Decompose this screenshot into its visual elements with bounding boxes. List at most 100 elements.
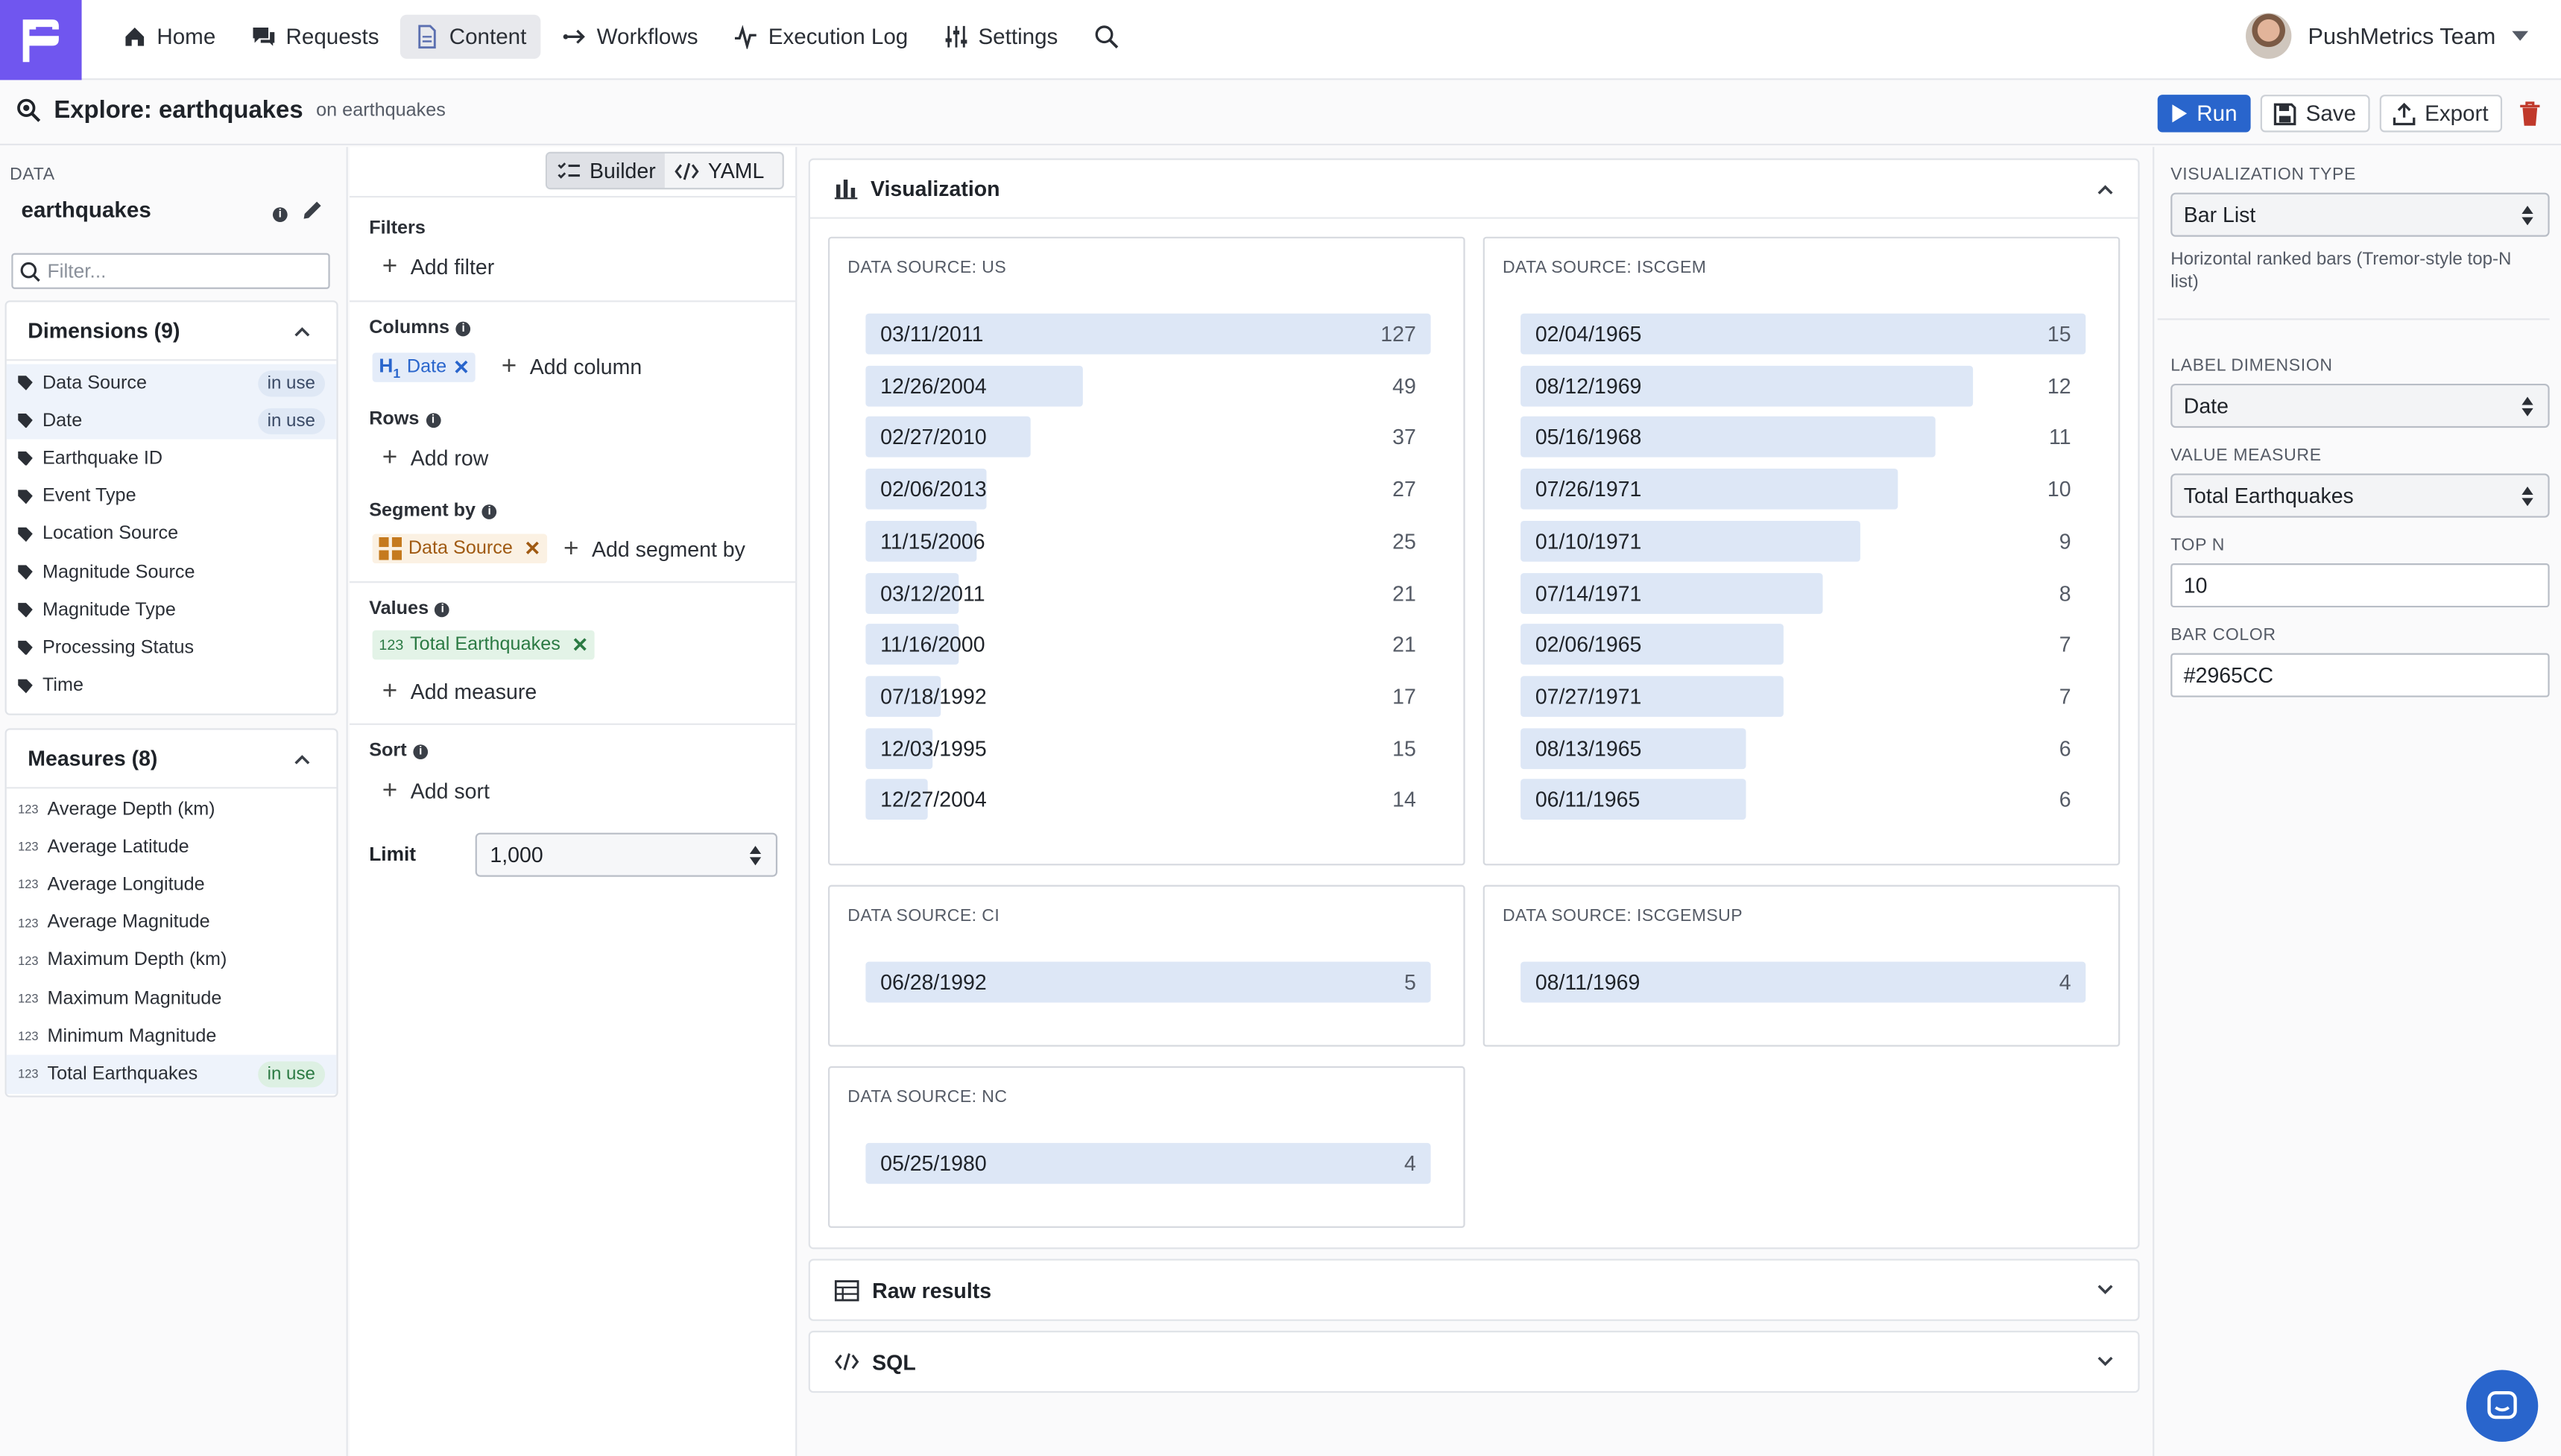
bar-row[interactable]: 06/11/1965 6: [1521, 779, 2085, 820]
bar-row[interactable]: 03/12/2011 21: [865, 572, 1430, 613]
bar-row[interactable]: 11/15/2006 25: [865, 520, 1430, 562]
add-row-button[interactable]: + Add row: [382, 445, 489, 471]
bar-row[interactable]: 11/16/2000 21: [865, 624, 1430, 665]
bar-label: 08/13/1965: [1535, 735, 1642, 761]
info-icon[interactable]: i: [455, 320, 471, 336]
add-filter-button[interactable]: + Add filter: [382, 254, 494, 280]
dimension-item[interactable]: Location Source: [7, 516, 337, 554]
close-icon[interactable]: ✕: [524, 536, 541, 560]
bar-row[interactable]: 08/13/1965 6: [1521, 727, 2085, 769]
viz-type-select[interactable]: Bar List: [2170, 192, 2550, 237]
measure-item[interactable]: 123 Average Longitude: [7, 866, 337, 904]
bar-row[interactable]: 08/12/1969 12: [1521, 365, 2085, 406]
segment-title-text: Segment by: [369, 501, 476, 522]
save-button[interactable]: Save: [2260, 95, 2369, 133]
bar-row[interactable]: 06/28/1992 5: [865, 961, 1431, 1003]
bar-row[interactable]: 05/25/1980 4: [865, 1142, 1431, 1184]
export-button[interactable]: Export: [2378, 95, 2502, 133]
info-icon[interactable]: i: [435, 601, 450, 617]
nav-requests[interactable]: Requests: [237, 15, 394, 59]
bar-color-input[interactable]: #2965CC: [2170, 653, 2550, 697]
measure-item[interactable]: 123 Average Magnitude: [7, 904, 337, 942]
nav-search[interactable]: [1079, 15, 1133, 59]
measure-item[interactable]: 123 Total Earthquakes in use: [6, 1055, 337, 1094]
add-sort-label: Add sort: [410, 779, 490, 804]
columns-title-text: Columns: [369, 318, 450, 338]
bar-row[interactable]: 05/16/1968 11: [1521, 417, 2085, 458]
dimension-item[interactable]: Earthquake ID: [7, 440, 337, 478]
info-icon[interactable]: i: [272, 207, 288, 223]
value-measure-value: Total Earthquakes: [2183, 483, 2354, 508]
sql-section[interactable]: SQL: [808, 1330, 2140, 1393]
nav-home[interactable]: Home: [108, 15, 230, 59]
bar-row[interactable]: 03/11/2011 127: [865, 313, 1431, 355]
dimension-item[interactable]: Magnitude Source: [7, 554, 337, 592]
chevron-up-icon[interactable]: [294, 753, 310, 764]
pencil-icon[interactable]: [302, 199, 323, 220]
field-filter-input[interactable]: Filter...: [11, 253, 330, 289]
visualization-header[interactable]: Visualization: [809, 160, 2138, 219]
raw-results-section[interactable]: Raw results: [808, 1259, 2140, 1321]
bar-row[interactable]: 12/26/2004 49: [865, 365, 1430, 406]
dimension-item[interactable]: Time: [7, 667, 337, 705]
top-n-input[interactable]: 10: [2170, 563, 2550, 608]
nav-execution-log[interactable]: Execution Log: [719, 15, 923, 59]
chevron-up-icon[interactable]: [2097, 184, 2114, 194]
measure-item[interactable]: 123 Minimum Magnitude: [7, 1017, 337, 1055]
value-chip-label: Total Earthquakes: [410, 635, 560, 655]
value-measure-select[interactable]: Total Earthquakes: [2170, 473, 2550, 518]
logo-icon: [22, 19, 59, 62]
bar-row[interactable]: 12/03/1995 15: [865, 727, 1430, 769]
bar-row[interactable]: 07/27/1971 7: [1521, 675, 2085, 717]
info-icon[interactable]: i: [481, 504, 497, 519]
dimension-item[interactable]: Data Source in use: [6, 364, 337, 402]
value-chip-total-earthquakes[interactable]: 123 Total Earthquakes ✕: [372, 630, 595, 660]
bar-row[interactable]: 02/06/2013 27: [865, 469, 1430, 510]
tab-builder[interactable]: Builder: [547, 153, 666, 188]
measure-item[interactable]: 123 Average Latitude: [7, 828, 337, 866]
segment-chip-data-source[interactable]: Data Source ✕: [372, 534, 548, 563]
user-menu[interactable]: PushMetrics Team: [2246, 13, 2529, 59]
dimension-item[interactable]: Magnitude Type: [7, 592, 337, 630]
add-sort-button[interactable]: + Add sort: [382, 778, 490, 804]
dimension-item[interactable]: Processing Status: [7, 629, 337, 667]
bar-row[interactable]: 08/11/1969 4: [1521, 961, 2086, 1003]
info-icon[interactable]: i: [426, 412, 440, 428]
add-segment-button[interactable]: + Add segment by: [563, 536, 745, 563]
measure-item[interactable]: 123 Maximum Depth (km): [7, 942, 337, 980]
dimensions-header[interactable]: Dimensions (9): [6, 302, 337, 361]
list-check-icon: [558, 162, 580, 178]
dimension-item[interactable]: Event Type: [7, 478, 337, 516]
bar-row[interactable]: 02/27/2010 37: [865, 417, 1430, 458]
bar-row[interactable]: 02/06/1965 7: [1521, 624, 2085, 665]
nav-settings[interactable]: Settings: [929, 15, 1073, 59]
bar-row[interactable]: 02/04/1965 15: [1521, 313, 2086, 355]
trash-icon[interactable]: [2518, 101, 2541, 127]
measure-item[interactable]: 123 Average Depth (km): [7, 791, 337, 829]
measures-header[interactable]: Measures (8): [6, 730, 337, 789]
nav-content[interactable]: Content: [400, 14, 542, 59]
dimension-item[interactable]: Date in use: [6, 402, 337, 440]
chat-launcher-button[interactable]: [2466, 1370, 2539, 1442]
limit-select[interactable]: 1,000: [475, 832, 778, 877]
info-icon[interactable]: i: [413, 744, 429, 759]
run-button[interactable]: Run: [2157, 95, 2251, 133]
chevron-up-icon[interactable]: [294, 326, 310, 336]
app-logo[interactable]: [0, 0, 82, 80]
measure-item[interactable]: 123 Maximum Magnitude: [7, 980, 337, 1018]
bar-row[interactable]: 07/14/1971 8: [1521, 572, 2085, 613]
tab-yaml[interactable]: YAML: [666, 153, 774, 188]
add-column-button[interactable]: + Add column: [502, 353, 642, 379]
bar-row[interactable]: 01/10/1971 9: [1521, 520, 2085, 562]
column-chip-date[interactable]: H1 Date ✕: [372, 352, 476, 382]
bar-row[interactable]: 07/26/1971 10: [1521, 469, 2085, 510]
close-icon[interactable]: ✕: [452, 355, 470, 379]
add-measure-button[interactable]: + Add measure: [382, 678, 537, 704]
dimensions-list: Data Source in use Date in use Earthquake ID…: [6, 361, 337, 705]
close-icon[interactable]: ✕: [572, 633, 589, 656]
bar-row[interactable]: 12/27/2004 14: [865, 779, 1430, 820]
dimension-label: Date: [42, 411, 83, 431]
bar-row[interactable]: 07/18/1992 17: [865, 675, 1430, 717]
nav-workflows[interactable]: Workflows: [548, 15, 713, 59]
label-dimension-select[interactable]: Date: [2170, 383, 2550, 428]
